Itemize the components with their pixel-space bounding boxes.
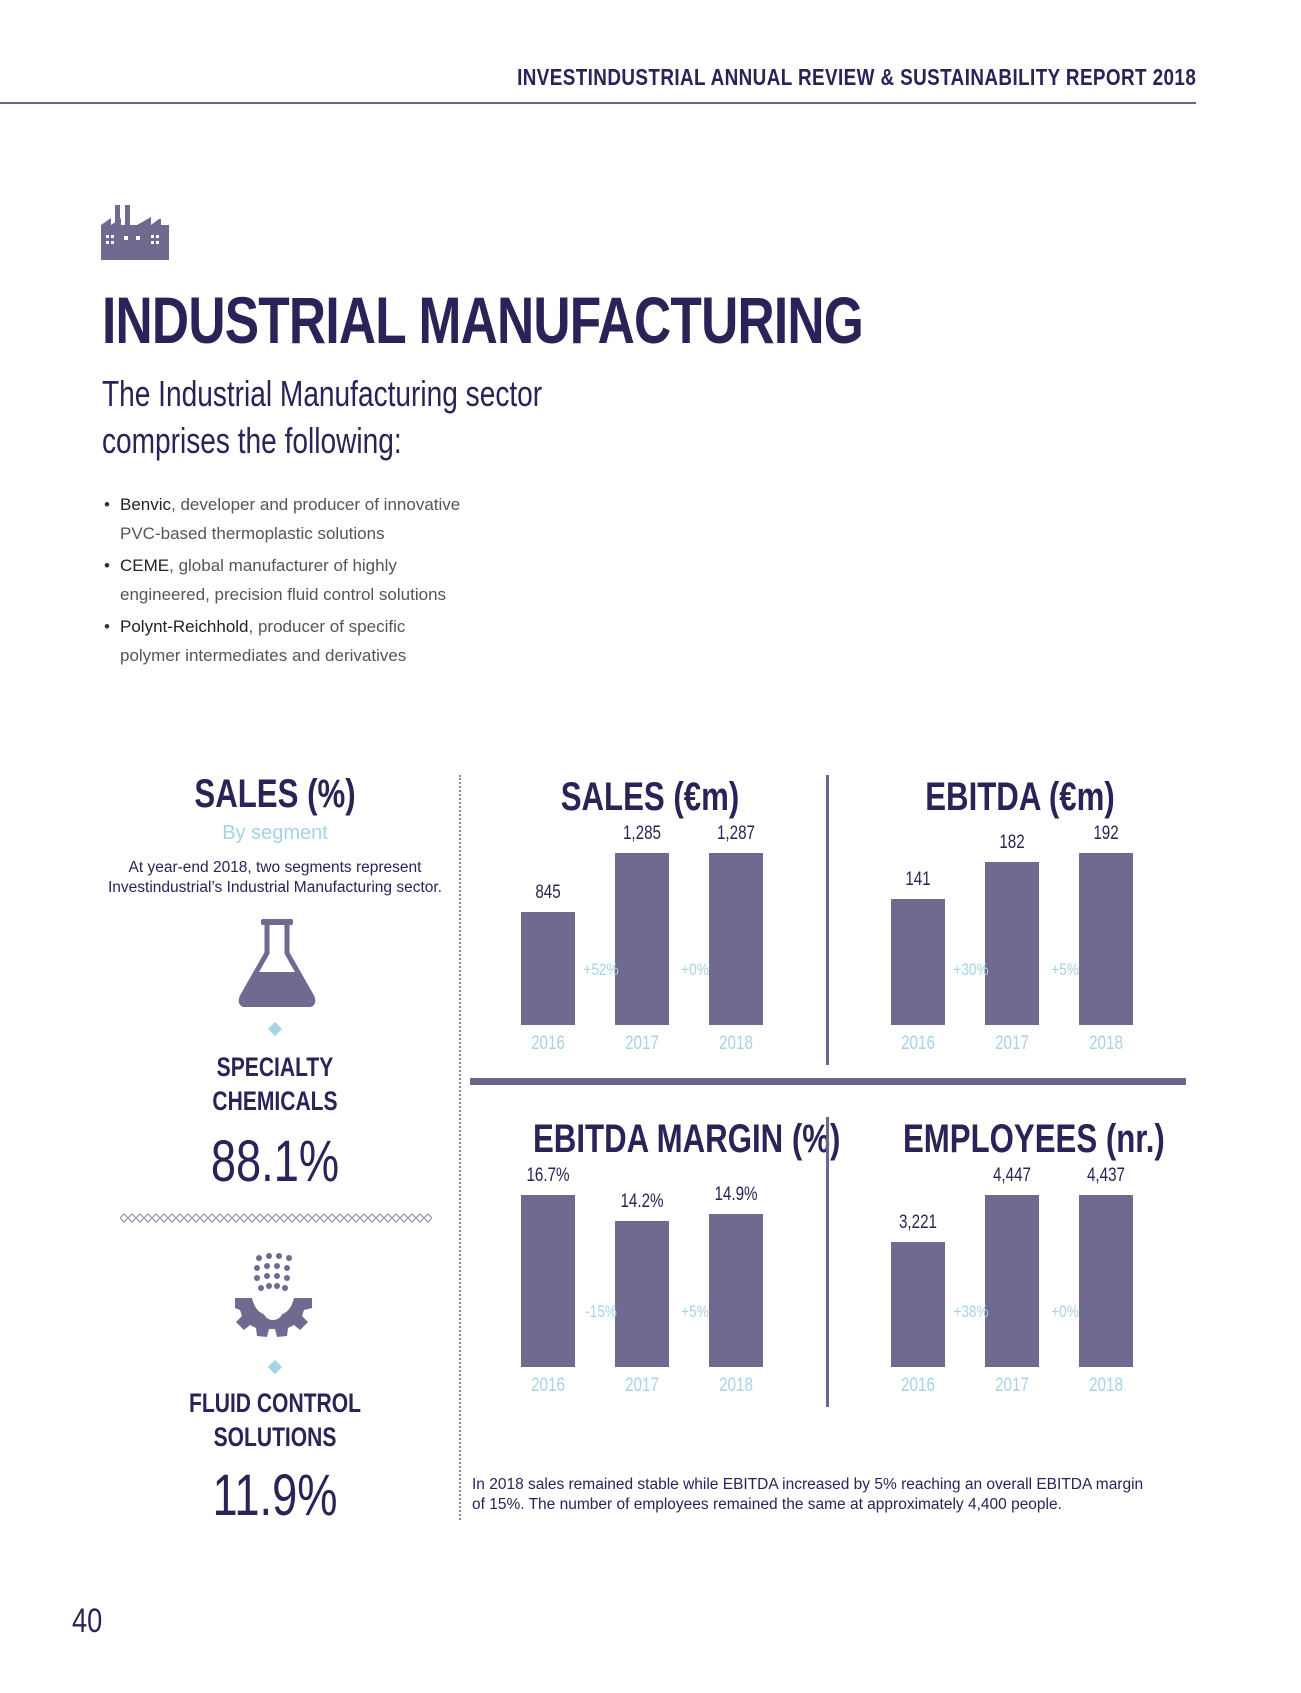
chart-row-divider: [470, 1078, 1186, 1085]
bar-value-label: 3,221: [898, 1212, 938, 1233]
bar: [615, 1221, 669, 1367]
bar-year-label: 2016: [901, 1375, 935, 1396]
company-desc: polymer intermediates and derivatives: [120, 646, 407, 665]
bar-year-label: 2018: [719, 1375, 753, 1396]
bar: [891, 899, 945, 1025]
company-desc: , developer and producer of innovative: [171, 495, 461, 514]
bar-value-label: 192: [1093, 823, 1119, 844]
chart-divider: [826, 1117, 829, 1407]
bar: [709, 853, 763, 1025]
sales-pct-subtitle: By segment: [222, 822, 328, 844]
sector-intro: The Industrial Manufacturing sector comp…: [102, 370, 570, 464]
bar-year-label: 2016: [531, 1033, 565, 1054]
segment-name-line: SPECIALTY: [216, 1052, 334, 1082]
summary-line: of 15%. The number of employees remained…: [472, 1496, 1062, 1513]
bar-value-label: 845: [535, 882, 561, 903]
company-list: Benvic, developer and producer of innova…: [104, 490, 524, 673]
segment-name-line: SOLUTIONS: [213, 1422, 337, 1452]
company-name: Polynt-Reichhold: [120, 617, 249, 636]
bar-year-label: 2018: [1089, 1033, 1123, 1054]
bar: [521, 1195, 575, 1367]
bar: [615, 853, 669, 1025]
page-number: 40: [72, 1602, 103, 1640]
segment-diamond: [267, 1359, 283, 1375]
intro-line: comprises the following:: [102, 420, 402, 461]
change-label: +52%: [583, 960, 619, 979]
change-label: +0%: [1051, 1302, 1079, 1321]
bar: [891, 1242, 945, 1367]
bar-year-label: 2016: [531, 1375, 565, 1396]
summary-text: In 2018 sales remained stable while EBIT…: [472, 1475, 1192, 1515]
segment-name: SPECIALTY CHEMICALS: [178, 1050, 373, 1118]
chart-title: EBITDA (€m): [925, 775, 1115, 819]
segment-name: FLUID CONTROL SOLUTIONS: [178, 1386, 373, 1454]
bar-value-label: 4,447: [992, 1165, 1032, 1186]
bar-year-label: 2017: [995, 1033, 1029, 1054]
bar: [1079, 1195, 1133, 1367]
segment-desc-line: At year-end 2018, two segments represent: [128, 859, 422, 876]
ebitda-chart: EBITDA (€m) 141 2016 182 2017 192 2018 +30% +5%: [870, 775, 1170, 1075]
bar-year-label: 2017: [995, 1375, 1029, 1396]
bar-value-label: 4,437: [1086, 1165, 1126, 1186]
bar-value-label: 182: [999, 832, 1025, 853]
sales-chart: SALES (€m) 845 2016 1,285 2017 1,287 2018 +52%…: [500, 775, 800, 1075]
change-label: +0%: [681, 960, 709, 979]
change-label: -15%: [585, 1302, 617, 1321]
bar-value-label: 14.2%: [620, 1191, 664, 1212]
company-desc: , global manufacturer of highly: [169, 556, 397, 575]
page-title: INDUSTRIAL MANUFACTURING: [102, 283, 864, 357]
zigzag-divider: [120, 1213, 432, 1223]
company-desc: engineered, precision fluid control solu…: [120, 585, 447, 604]
change-label: +38%: [953, 1302, 989, 1321]
bar: [1079, 853, 1133, 1025]
company-desc: , producer of specific: [248, 617, 406, 636]
chart-title: EBITDA MARGIN (%): [533, 1117, 841, 1161]
bar-value-label: 141: [905, 869, 931, 890]
bar-year-label: 2017: [625, 1033, 659, 1054]
bar: [985, 862, 1039, 1025]
bar: [709, 1214, 763, 1367]
segment-name-line: FLUID CONTROL: [189, 1388, 361, 1418]
company-desc: PVC-based thermoplastic solutions: [120, 524, 385, 543]
segment-description: At year-end 2018, two segments represent…: [95, 858, 455, 898]
report-header-title: INVESTINDUSTRIAL ANNUAL REVIEW & SUSTAIN…: [516, 64, 1196, 90]
company-name: Benvic: [120, 495, 172, 514]
chart-divider: [826, 775, 829, 1065]
bar-value-label: 14.9%: [714, 1184, 758, 1205]
bar-value-label: 1,287: [716, 823, 756, 844]
change-label: +5%: [681, 1302, 709, 1321]
bar-year-label: 2018: [1089, 1375, 1123, 1396]
employees-chart: EMPLOYEES (nr.) 3,221 2016 4,447 2017 4,437 2…: [870, 1117, 1170, 1417]
list-item: Polynt-Reichhold, producer of specific po…: [104, 612, 524, 670]
header-rule: [0, 102, 1196, 104]
chart-title: EMPLOYEES (nr.): [903, 1117, 1165, 1161]
bar-value-label: 1,285: [622, 823, 662, 844]
bar-year-label: 2016: [901, 1033, 935, 1054]
intro-line: The Industrial Manufacturing sector: [102, 373, 543, 414]
list-item: Benvic, developer and producer of innova…: [104, 490, 524, 548]
segment-value: 11.9%: [212, 1463, 338, 1528]
segment-diamond: [267, 1021, 283, 1037]
change-label: +5%: [1051, 960, 1079, 979]
segment-value: 88.1%: [210, 1129, 340, 1194]
gear-sprinkler-icon: [235, 1253, 312, 1337]
sales-pct-title: SALES (%): [194, 772, 356, 816]
column-divider: [459, 775, 461, 1520]
segment-name-line: CHEMICALS: [212, 1086, 338, 1116]
chart-title: SALES (€m): [560, 775, 740, 819]
change-label: +30%: [953, 960, 989, 979]
bar-value-label: 16.7%: [526, 1165, 570, 1186]
bar-year-label: 2018: [719, 1033, 753, 1054]
flask-icon: [238, 919, 316, 1007]
summary-line: In 2018 sales remained stable while EBIT…: [472, 1476, 1144, 1493]
bar-year-label: 2017: [625, 1375, 659, 1396]
company-name: CEME: [120, 556, 170, 575]
factory-icon: [101, 205, 169, 260]
list-item: CEME, global manufacturer of highly engin…: [104, 551, 524, 609]
ebitda-margin-chart: EBITDA MARGIN (%) 16.7% 2016 14.2% 2017 14.9…: [500, 1117, 841, 1417]
bar: [985, 1195, 1039, 1367]
bar: [521, 912, 575, 1025]
segment-desc-line: Investindustrial’s Industrial Manufactur…: [108, 879, 442, 896]
